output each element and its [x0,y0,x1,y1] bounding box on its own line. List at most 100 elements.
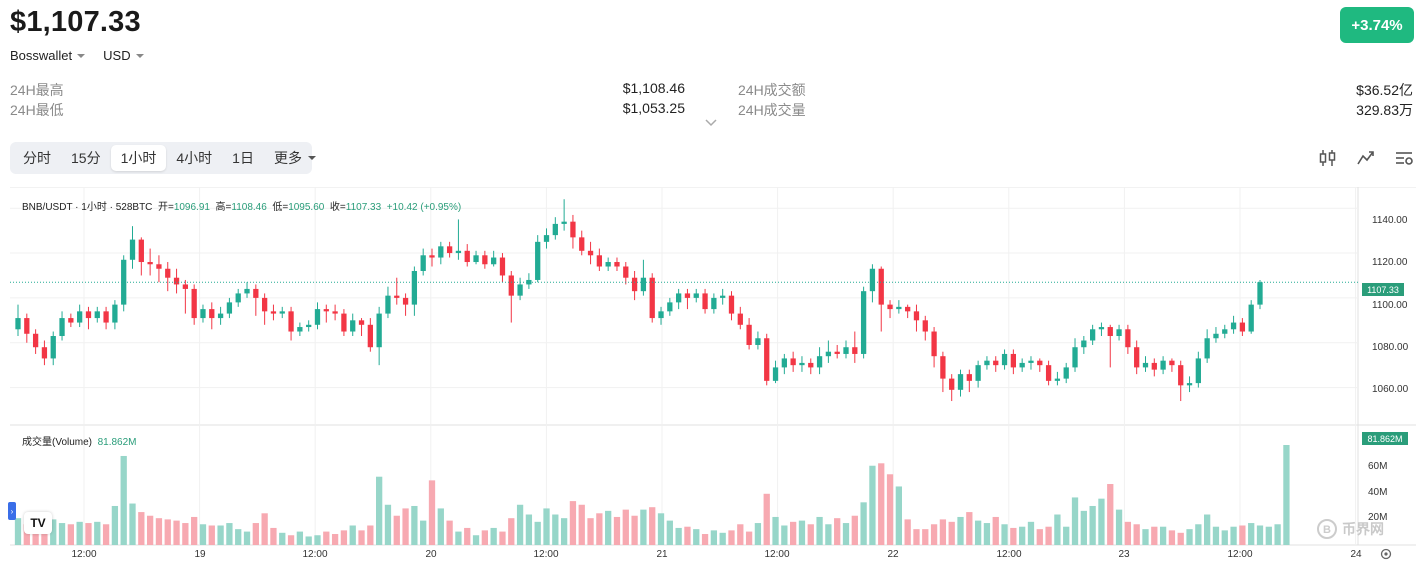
close-value-chart: 1107.33 [345,202,382,213]
tab-4h[interactable]: 4小时 [176,150,213,166]
volume-bar [58,523,66,545]
candle-body [121,259,127,305]
tab-more[interactable]: 更多 [264,145,326,171]
volume-bar [1265,526,1272,545]
volume-bar [1133,524,1140,545]
candle-body [147,262,153,265]
current-price: $1,107.33 [10,6,141,38]
candle-body [261,297,268,312]
volume-bar [305,536,312,545]
time-axis-tick: 23 [1118,549,1130,560]
volume-bar [640,509,647,545]
volume-bar [208,525,215,545]
wallet-label: Bosswallet [10,48,73,63]
volume-bar [966,512,973,545]
candle-body [41,347,48,359]
volume-bar [613,516,621,545]
candle-body [570,221,576,238]
low-label-chart: 低= [272,202,289,213]
settings-gear-icon[interactable] [1380,548,1392,560]
volume-bar [1204,514,1211,545]
volume-bar [605,510,612,545]
candle-body [94,311,100,319]
candle-body [949,378,955,390]
candle-body [640,277,647,292]
volume-bar [252,523,259,545]
candle-body [1063,367,1069,379]
time-axis-tick: 24 [1350,549,1362,560]
volume-bar [772,516,779,545]
candle-body [887,304,893,310]
sidebar-toggle-handle[interactable]: › [8,502,16,520]
volume-bar [675,527,682,545]
volume-bar [666,520,673,545]
candle-body [649,277,655,319]
volume-bar [1274,524,1281,545]
price-chart[interactable] [0,187,1426,561]
volume-bar [270,527,277,545]
candle-body [852,347,858,354]
volume-bar [992,516,999,545]
high-value: $1,108.46 [622,80,685,96]
volume-bar [1001,524,1008,545]
volume-bar [358,530,365,545]
wallet-selector[interactable]: Bosswallet [10,48,86,63]
candle-body [306,324,312,328]
volume-legend-value: 81.862M [97,437,137,448]
currency-selector[interactable]: USD [103,48,144,63]
candle-body [913,311,920,321]
candle-body [957,374,964,390]
volume-bar [939,519,947,545]
volume-bar [1080,510,1087,545]
settings-list-icon[interactable] [1394,148,1414,168]
candle-body [68,318,74,323]
caret-down-icon [135,53,144,58]
volume-bar [886,474,894,545]
volume-bar [287,535,295,545]
volume-bar [164,519,171,545]
chevron-down-icon[interactable] [704,118,718,128]
volume-bar [411,505,418,545]
candle-body [402,297,409,305]
candle-body [85,311,92,319]
candle-body [931,331,937,357]
candle-body [288,311,294,332]
tab-15m[interactable]: 15分 [71,150,101,166]
candle-body [755,338,761,345]
volume-bar [1054,514,1061,545]
candle-body [543,235,550,242]
volume-bar [50,519,57,545]
tab-more-label: 更多 [273,150,302,166]
tradingview-logo-icon[interactable]: TV [24,512,52,534]
candle-body [728,295,735,314]
candle-body [200,309,206,319]
indicator-icon[interactable] [1356,148,1376,168]
candle-body [341,313,347,332]
candle-body [376,313,382,348]
tab-1d[interactable]: 1日 [232,150,254,166]
tab-1h[interactable]: 1小时 [110,145,167,171]
candle-body [816,356,823,368]
low-value: $1,053.25 [622,100,685,116]
candle-body [825,351,832,357]
candle-body [350,320,356,332]
volume-bar [816,516,823,545]
volume-bar [393,515,400,545]
volume-bar [279,532,286,545]
candle-body [1028,360,1034,363]
tab-timeline[interactable]: 分时 [23,150,51,166]
volume-legend: 成交量(Volume) 81.862M [22,433,137,448]
volume-bar [481,530,488,545]
volume-bar [376,476,383,545]
candle-body [24,318,30,334]
time-axis-tick: 12:00 [996,549,1022,560]
candle-body [561,221,567,224]
volume-bar [235,529,242,545]
candle-body [138,239,144,263]
volume-bar [120,455,127,545]
open-label: 开= [157,202,174,213]
volume-bar [1098,498,1105,545]
candle-body [482,255,488,265]
candlestick-icon[interactable] [1318,148,1338,168]
volume-bar [296,531,304,545]
